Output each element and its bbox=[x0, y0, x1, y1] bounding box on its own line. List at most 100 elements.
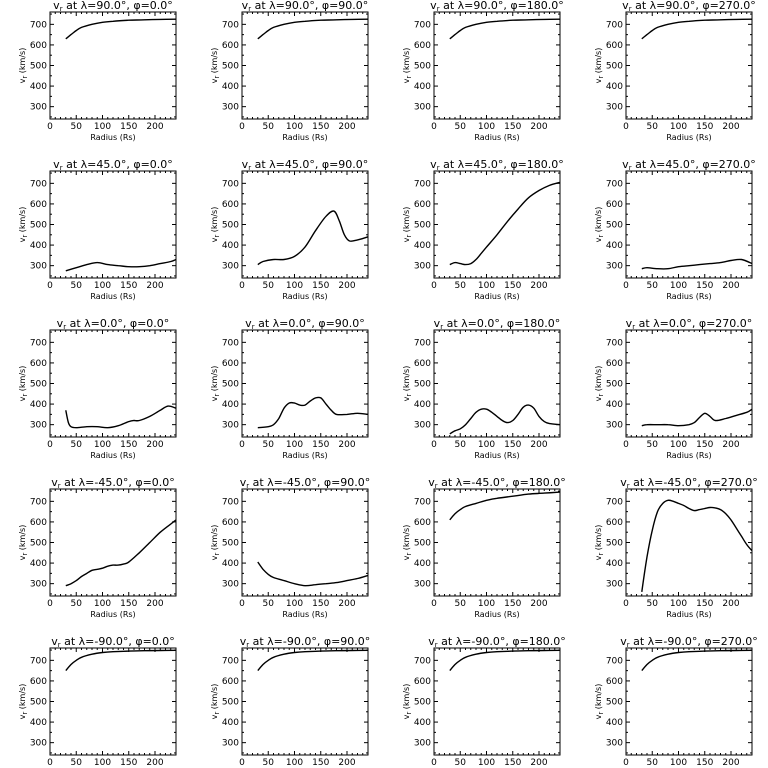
panel-title: vr at λ=-45.0°, φ=0.0° bbox=[51, 476, 175, 490]
x-tick-label: 50 bbox=[71, 599, 83, 609]
panel-title: vr at λ=-90.0°, φ=0.0° bbox=[51, 635, 175, 649]
plot-frame bbox=[241, 647, 369, 756]
x-tick-label: 100 bbox=[286, 599, 303, 609]
x-tick-label: 150 bbox=[504, 281, 521, 291]
x-axis-label: Radius (Rs) bbox=[474, 133, 519, 142]
series-line bbox=[65, 18, 177, 40]
plot-frame bbox=[241, 329, 369, 438]
x-axis-label: Radius (Rs) bbox=[282, 292, 327, 301]
y-tick-label: 600 bbox=[606, 677, 623, 687]
y-axis-label: vr (km/s) bbox=[18, 684, 29, 720]
y-tick-label: 500 bbox=[30, 221, 47, 231]
x-tick-label: 200 bbox=[530, 758, 547, 768]
x-tick-label: 100 bbox=[670, 599, 687, 609]
x-tick-label: 50 bbox=[647, 122, 659, 132]
panel-title: vr at λ=-90.0°, φ=180.0° bbox=[428, 635, 566, 649]
x-axis-label: Radius (Rs) bbox=[666, 292, 711, 301]
y-tick-label: 700 bbox=[30, 338, 47, 348]
plot-frame bbox=[625, 170, 753, 279]
x-tick-label: 100 bbox=[94, 122, 111, 132]
x-axis-label: Radius (Rs) bbox=[474, 451, 519, 460]
y-tick-label: 600 bbox=[222, 518, 239, 528]
x-tick-label: 0 bbox=[239, 599, 245, 609]
y-axis-label: vr (km/s) bbox=[402, 684, 413, 720]
x-tick-label: 50 bbox=[71, 281, 83, 291]
x-tick-label: 100 bbox=[286, 281, 303, 291]
y-tick-label: 300 bbox=[414, 103, 431, 113]
x-tick-label: 50 bbox=[71, 122, 83, 132]
y-tick-label: 500 bbox=[414, 380, 431, 390]
x-tick-label: 100 bbox=[94, 599, 111, 609]
panel-title: vr at λ=45.0°, φ=180.0° bbox=[430, 158, 564, 172]
x-tick-label: 100 bbox=[94, 758, 111, 768]
y-tick-label: 300 bbox=[30, 580, 47, 590]
x-tick-label: 100 bbox=[478, 758, 495, 768]
panel-5-2: vr at λ=-90.0°, φ=90.0° 0 50 100 150 200 300 40… bbox=[210, 635, 370, 768]
x-tick-label: 0 bbox=[623, 281, 629, 291]
x-tick-label: 100 bbox=[670, 122, 687, 132]
x-tick-label: 200 bbox=[146, 122, 163, 132]
panel-3-4: vr at λ=0.0°, φ=270.0° 0 50 100 150 200 300 400… bbox=[594, 317, 753, 460]
x-tick-label: 0 bbox=[431, 599, 437, 609]
y-tick-label: 300 bbox=[606, 103, 623, 113]
x-tick-label: 150 bbox=[504, 758, 521, 768]
x-tick-label: 0 bbox=[47, 758, 53, 768]
panel-title: vr at λ=90.0°, φ=270.0° bbox=[622, 0, 756, 13]
x-tick-label: 150 bbox=[504, 599, 521, 609]
y-tick-label: 300 bbox=[414, 580, 431, 590]
series-line bbox=[641, 408, 753, 427]
x-axis-label: Radius (Rs) bbox=[474, 610, 519, 619]
x-tick-label: 0 bbox=[431, 281, 437, 291]
x-tick-label: 200 bbox=[146, 758, 163, 768]
x-tick-label: 50 bbox=[263, 122, 275, 132]
y-tick-label: 300 bbox=[222, 103, 239, 113]
y-axis-label: vr (km/s) bbox=[594, 366, 605, 402]
x-tick-label: 0 bbox=[431, 440, 437, 450]
x-tick-label: 50 bbox=[263, 599, 275, 609]
y-tick-label: 600 bbox=[606, 200, 623, 210]
y-tick-label: 400 bbox=[606, 559, 623, 569]
panel-title: vr at λ=-90.0°, φ=270.0° bbox=[620, 635, 758, 649]
panel-3-3: vr at λ=0.0°, φ=180.0° 0 50 100 150 200 300 400… bbox=[402, 317, 561, 460]
x-tick-label: 150 bbox=[312, 599, 329, 609]
x-tick-label: 200 bbox=[722, 599, 739, 609]
y-tick-label: 600 bbox=[414, 518, 431, 528]
x-tick-label: 0 bbox=[623, 122, 629, 132]
plot-frame bbox=[433, 647, 561, 756]
y-tick-label: 700 bbox=[222, 656, 239, 666]
panel-title: vr at λ=0.0°, φ=0.0° bbox=[57, 317, 170, 331]
plot-frame bbox=[49, 11, 177, 120]
x-tick-label: 200 bbox=[722, 758, 739, 768]
x-tick-label: 200 bbox=[338, 440, 355, 450]
panel-1-3: vr at λ=90.0°, φ=180.0° 0 50 100 150 200 300 40… bbox=[402, 0, 564, 142]
plot-frame bbox=[49, 488, 177, 597]
series-line bbox=[641, 258, 753, 270]
series-line bbox=[449, 18, 561, 40]
y-axis-label: vr (km/s) bbox=[402, 366, 413, 402]
panel-title: vr at λ=45.0°, φ=90.0° bbox=[242, 158, 369, 172]
series-line bbox=[641, 649, 753, 672]
x-tick-label: 150 bbox=[312, 122, 329, 132]
plot-frame bbox=[625, 329, 753, 438]
y-tick-label: 400 bbox=[222, 400, 239, 410]
plot-frame bbox=[433, 488, 561, 597]
y-tick-label: 600 bbox=[30, 518, 47, 528]
panel-1-2: vr at λ=90.0°, φ=90.0° 0 50 100 150 200 300 400… bbox=[210, 0, 369, 142]
panel-title: vr at λ=0.0°, φ=90.0° bbox=[245, 317, 365, 331]
y-tick-label: 300 bbox=[414, 421, 431, 431]
y-tick-label: 300 bbox=[30, 739, 47, 749]
panel-title: vr at λ=-45.0°, φ=90.0° bbox=[240, 476, 371, 490]
y-tick-label: 600 bbox=[222, 677, 239, 687]
x-tick-label: 100 bbox=[286, 440, 303, 450]
x-tick-label: 0 bbox=[47, 599, 53, 609]
y-tick-label: 500 bbox=[30, 698, 47, 708]
x-axis-label: Radius (Rs) bbox=[90, 292, 135, 301]
y-tick-label: 400 bbox=[222, 559, 239, 569]
x-tick-label: 200 bbox=[338, 758, 355, 768]
y-tick-label: 700 bbox=[606, 20, 623, 30]
y-tick-label: 500 bbox=[222, 539, 239, 549]
panel-title: vr at λ=-90.0°, φ=90.0° bbox=[240, 635, 371, 649]
x-tick-label: 50 bbox=[263, 758, 275, 768]
y-tick-label: 600 bbox=[414, 677, 431, 687]
y-tick-label: 400 bbox=[414, 241, 431, 251]
